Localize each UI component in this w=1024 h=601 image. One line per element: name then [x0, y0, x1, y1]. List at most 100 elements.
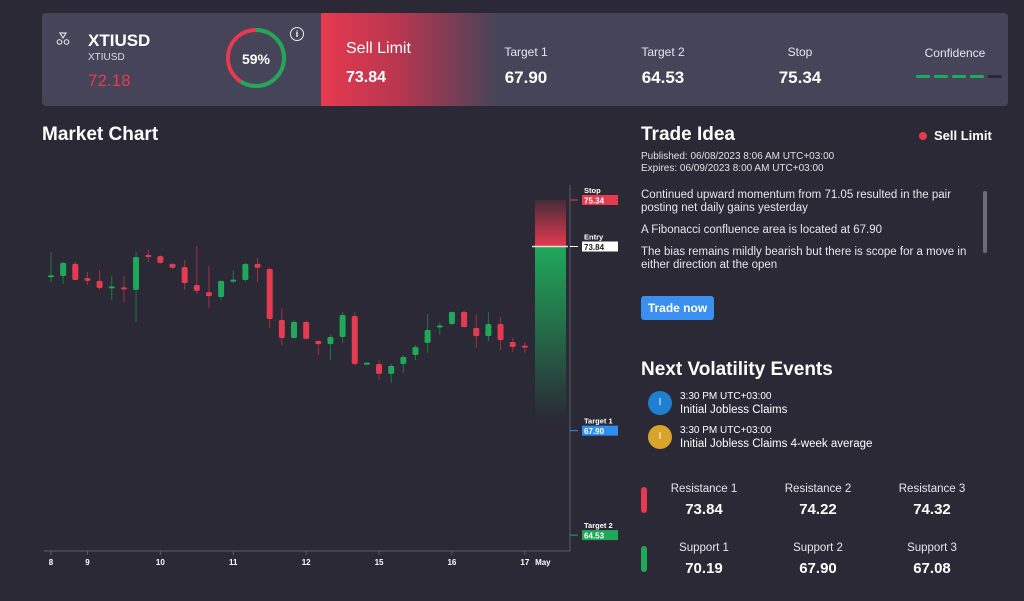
resistance-indicator	[641, 487, 647, 513]
instrument-icon	[56, 32, 70, 45]
candle-body	[181, 266, 188, 284]
trade-idea-title: Trade Idea	[641, 124, 735, 145]
candle-body	[497, 324, 504, 341]
candle-body	[291, 321, 297, 338]
trade-idea-badge: Sell Limit	[934, 128, 992, 143]
candle-body	[521, 345, 528, 348]
candle-body	[96, 280, 103, 289]
candle-body	[485, 324, 492, 337]
candle-body	[339, 315, 346, 338]
candle-body	[473, 328, 480, 337]
candle-body	[242, 263, 249, 280]
event-item: I 3:30 PM UTC+03:00 Initial Jobless Claim…	[648, 425, 872, 450]
candle-body	[133, 257, 140, 290]
confidence-segment	[970, 75, 984, 78]
support-2: Support 2 67.90	[793, 542, 843, 577]
confidence-segment	[988, 75, 1002, 78]
level-value: 73.84	[584, 243, 605, 252]
confidence-meter	[916, 75, 1002, 78]
candle-body	[145, 254, 152, 258]
support-indicator	[641, 546, 647, 572]
trade-now-button[interactable]: Trade now	[641, 296, 714, 320]
level-value: 64.53	[584, 532, 605, 541]
candle-body	[169, 263, 176, 268]
candle-body	[120, 287, 127, 290]
candle-body	[72, 263, 79, 280]
x-tick-label: 12	[302, 558, 311, 567]
candle-body	[424, 329, 431, 343]
gauge-label: 59%	[241, 51, 271, 67]
event-info-icon: I	[648, 391, 672, 415]
target2-stat: Target 2 64.53	[641, 45, 685, 87]
candle-body	[60, 262, 67, 276]
info-icon[interactable]: i	[290, 27, 304, 41]
x-tick-label: 9	[85, 558, 90, 567]
candle-body	[303, 321, 310, 339]
candle-body	[205, 292, 212, 297]
confidence-segment	[916, 75, 930, 78]
x-tick-label: 10	[156, 558, 165, 567]
chart-title: Market Chart	[42, 124, 159, 145]
candle-body	[254, 263, 261, 268]
order-type: Sell Limit	[346, 40, 411, 57]
level-label-box	[582, 425, 618, 436]
candle-body	[218, 280, 225, 298]
instrument-summary-card: XTIUSD XTIUSD 72.18 59% i Sell Limit 73.…	[42, 13, 1008, 106]
candle-body	[436, 325, 443, 328]
confidence-label: Confidence	[924, 46, 986, 60]
support-1: Support 1 70.19	[679, 542, 729, 577]
stop-stat: Stop 75.34	[778, 45, 822, 87]
order-type-panel: Sell Limit 73.84	[321, 13, 581, 106]
candle-body	[230, 279, 237, 282]
x-tick-label: 16	[447, 558, 456, 567]
candle-body	[278, 319, 285, 338]
candle-body	[315, 341, 322, 345]
order-price: 73.84	[346, 69, 387, 86]
x-tick-label: 8	[49, 558, 54, 567]
level-name: Stop	[584, 186, 601, 195]
target1-stat: Target 1 67.90	[504, 45, 548, 87]
candle-body	[84, 278, 91, 281]
resistance-3: Resistance 3 74.32	[898, 483, 966, 518]
current-price: 72.18	[88, 71, 131, 90]
candle-body	[157, 256, 164, 263]
candle-body	[448, 311, 455, 324]
resistance-2: Resistance 2 74.22	[784, 483, 852, 518]
candle-body	[108, 286, 115, 289]
trade-idea-text: Continued upward momentum from 71.05 res…	[641, 189, 967, 271]
level-label-box	[582, 195, 618, 205]
candle-body	[461, 311, 468, 328]
candle-body	[376, 363, 383, 374]
candle-body	[193, 284, 200, 291]
x-tick-label: 15	[375, 558, 384, 567]
event-info-icon: I	[648, 425, 672, 449]
candle-body	[266, 268, 273, 320]
symbol-subtitle: XTIUSD	[88, 52, 125, 63]
candle-body	[48, 275, 54, 278]
candle-body	[400, 356, 407, 364]
resistance-1: Resistance 1 73.84	[670, 483, 738, 518]
scrollbar[interactable]	[983, 191, 987, 253]
candle-body	[388, 365, 395, 374]
symbol-name: XTIUSD	[88, 31, 151, 50]
confidence-segment	[934, 75, 948, 78]
events-title: Next Volatility Events	[641, 359, 833, 380]
level-value: 67.90	[584, 427, 605, 436]
expires: Expires: 06/09/2023 8:00 AM UTC+03:00	[641, 163, 824, 174]
level-label-box	[582, 241, 618, 252]
level-value: 75.34	[584, 197, 605, 206]
candle-body	[363, 362, 370, 365]
published: Published: 06/08/2023 8:06 AM UTC+03:00	[641, 151, 835, 162]
candle-body	[351, 315, 358, 364]
stop-zone	[535, 200, 566, 247]
sell-dot-icon	[919, 132, 927, 140]
support-3: Support 3 67.08	[907, 542, 957, 577]
level-name: Target 1	[584, 417, 613, 426]
candle-body	[412, 346, 419, 355]
level-name: Target 2	[584, 521, 613, 530]
event-item: I 3:30 PM UTC+03:00 Initial Jobless Claim…	[648, 391, 787, 416]
level-name: Entry	[584, 233, 604, 242]
candle-body	[509, 341, 516, 347]
x-tick-label: 11	[229, 558, 238, 567]
